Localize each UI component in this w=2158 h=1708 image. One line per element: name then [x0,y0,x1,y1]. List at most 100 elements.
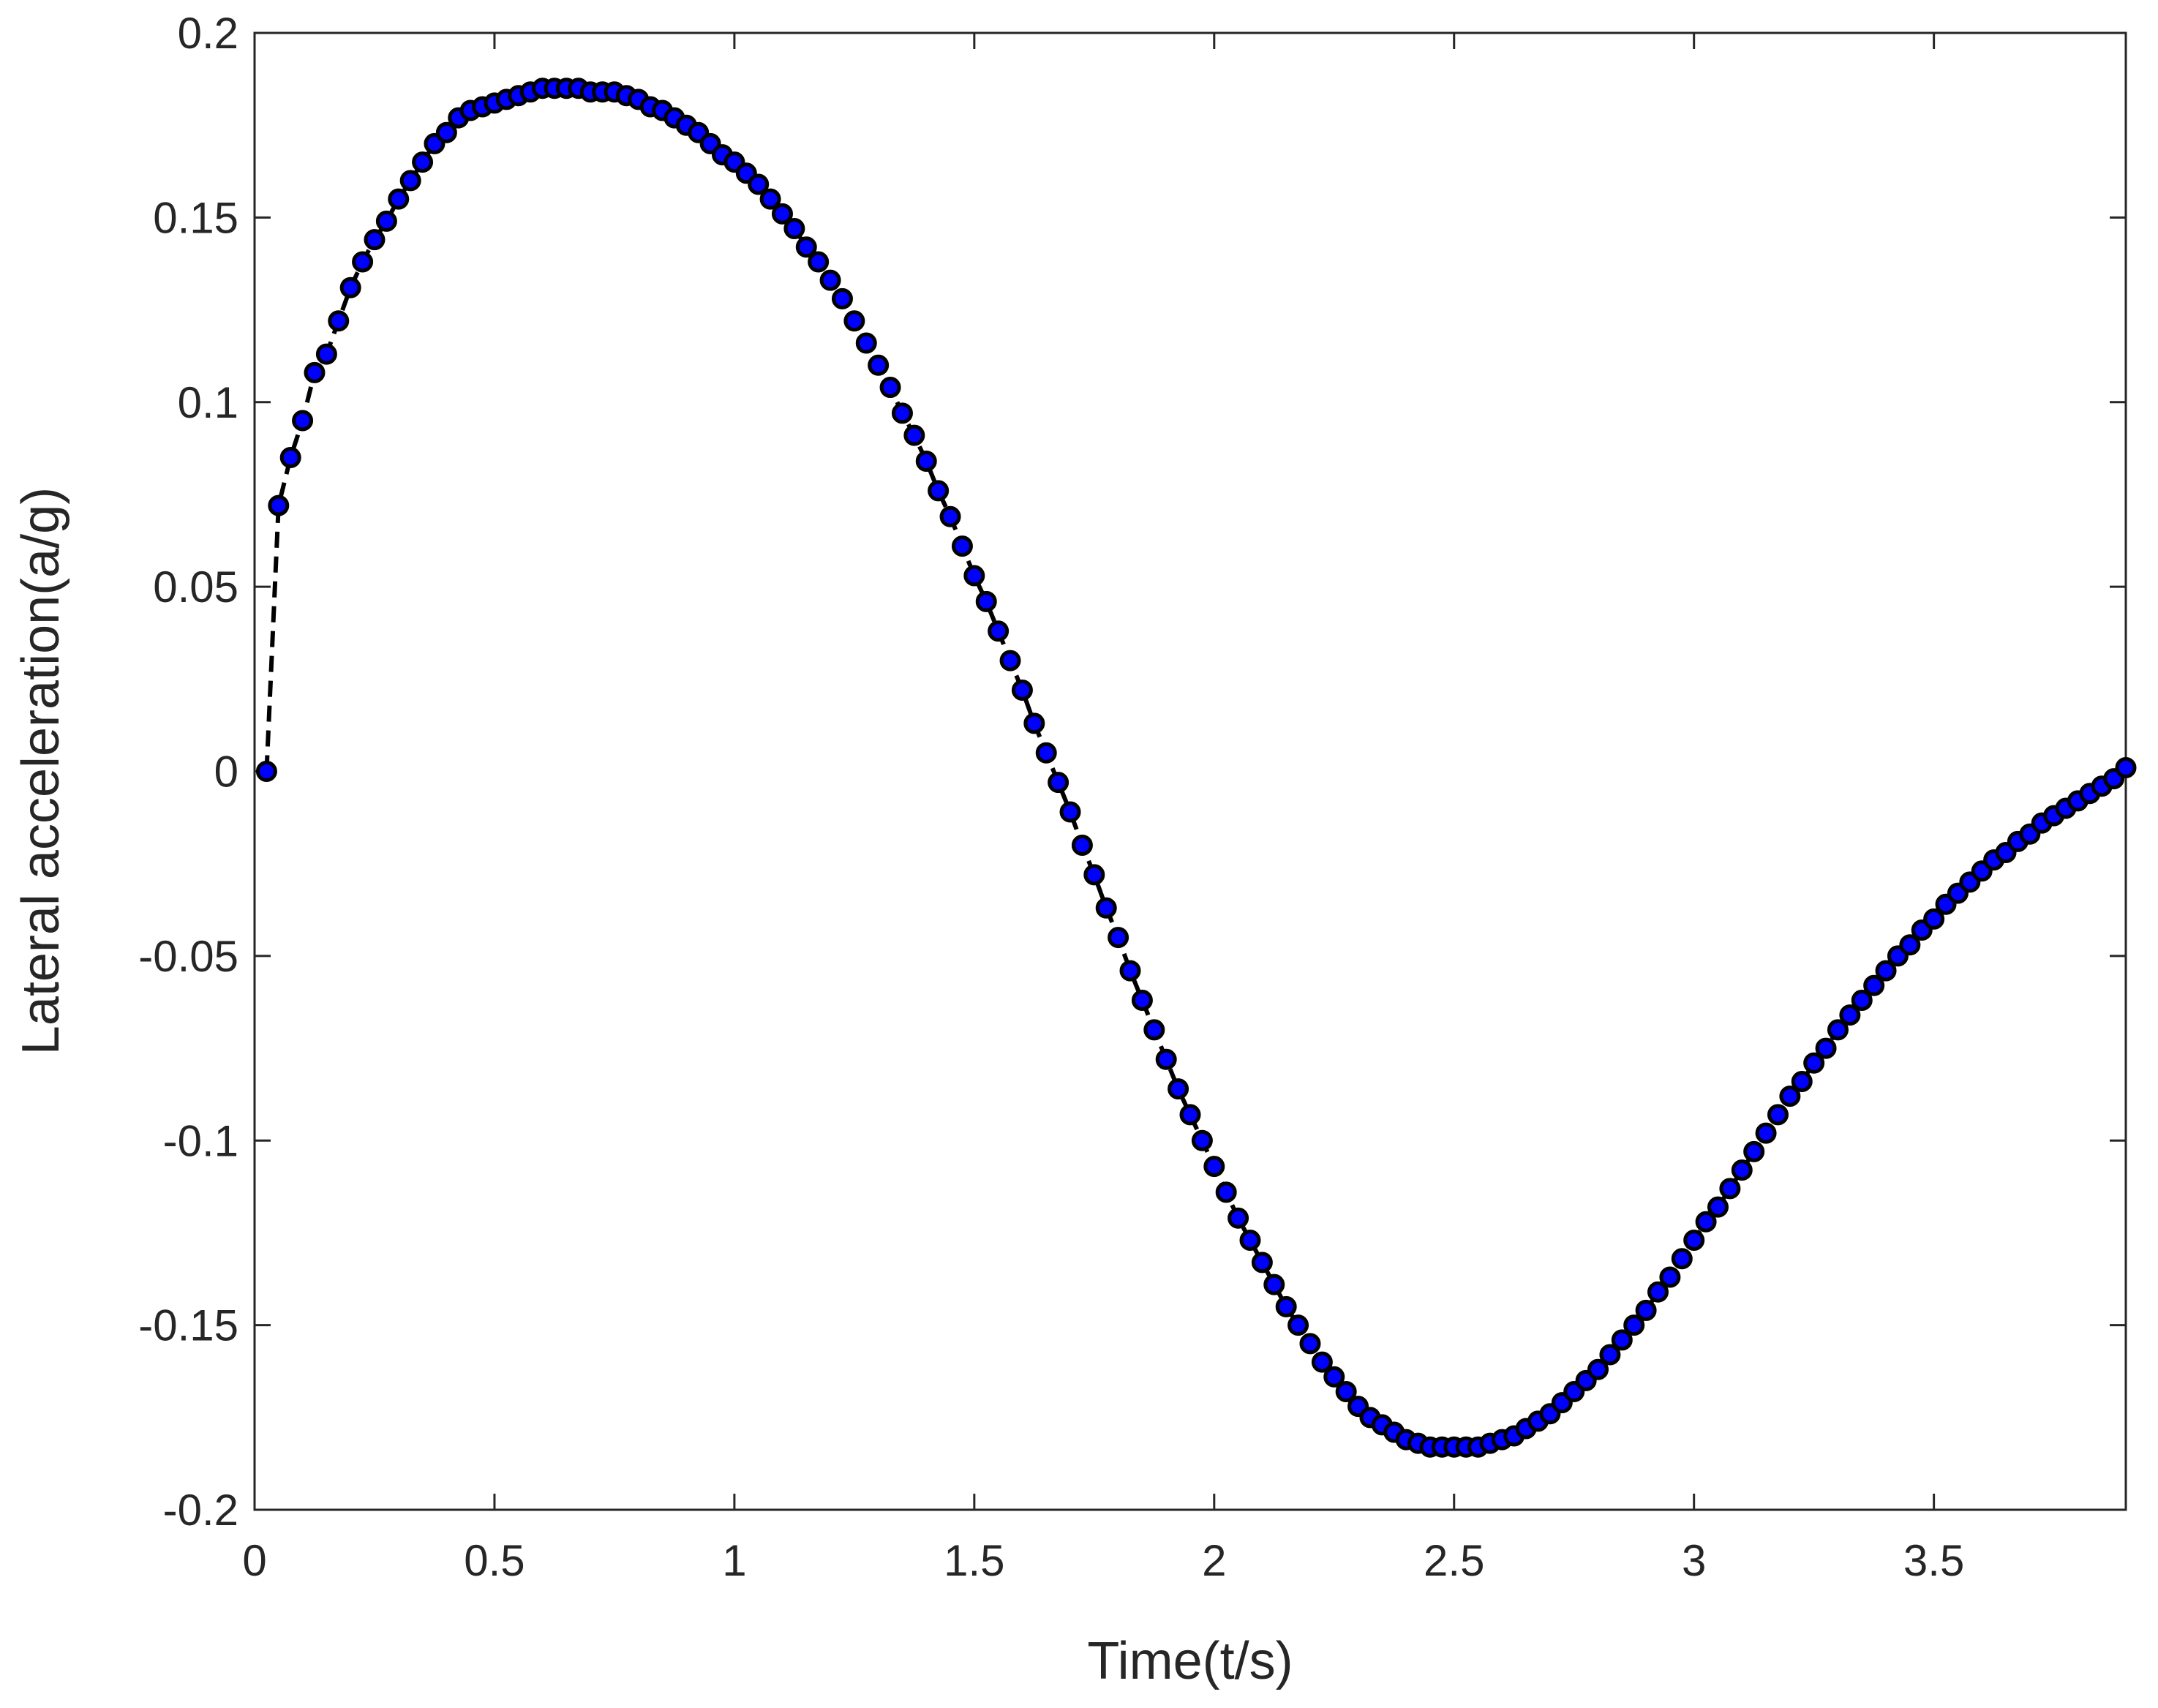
data-marker [808,251,830,273]
data-marker [1035,742,1057,764]
data-marker [304,361,326,383]
data-marker [975,590,997,612]
y-tick-label: -0.15 [138,1301,238,1350]
x-tick-label: 1.5 [944,1536,1004,1585]
data-marker [1168,1078,1189,1100]
data-marker [1083,864,1105,886]
y-tick-label: -0.05 [138,932,238,981]
x-tick-label: 2.5 [1424,1536,1484,1585]
data-marker [1635,1299,1657,1321]
data-marker [1659,1266,1681,1288]
data-marker [339,276,361,298]
data-marker [1263,1274,1285,1295]
data-marker [1323,1366,1345,1388]
data-marker [1695,1211,1717,1233]
data-marker [1791,1070,1813,1092]
data-marker [1803,1052,1825,1074]
data-marker [399,170,421,192]
data-marker [748,173,770,195]
y-tick-label: -0.2 [163,1486,238,1535]
data-marker [1059,801,1081,823]
data-marker [1215,1181,1237,1203]
data-marker [783,218,805,240]
data-marker [1179,1104,1201,1126]
data-marker [1779,1086,1801,1107]
x-tick-label: 3 [1682,1536,1706,1585]
data-marker [771,203,793,225]
data-marker [819,269,841,291]
data-marker [855,332,877,354]
y-tick-label: 0.2 [178,9,238,58]
data-marker [1048,772,1069,794]
data-marker [1143,1019,1165,1041]
data-marker [1239,1230,1261,1252]
data-marker [1108,927,1129,949]
data-marker [1923,908,1945,930]
data-marker [435,121,457,143]
data-marker [412,151,434,173]
data-marker [268,494,290,516]
data-marker [1743,1140,1765,1162]
y-tick-label: -0.1 [163,1116,238,1165]
x-tick-label: 1 [722,1536,746,1585]
data-marker [1155,1048,1177,1070]
x-tick-label: 3.5 [1903,1536,1964,1585]
data-marker [315,343,337,365]
data-marker [1131,989,1153,1011]
y-axis-label: Lateral acceleration(a/g) [12,487,70,1055]
data-marker [255,761,277,782]
data-marker [879,377,901,399]
data-marker [1683,1230,1705,1252]
x-tick-label: 0.5 [464,1536,525,1585]
y-tick-label: 0.05 [153,563,238,612]
data-marker [1875,960,1897,982]
y-tick-label: 0.15 [153,193,238,242]
data-marker [375,210,397,232]
data-marker [1839,1004,1861,1026]
data-marker [831,287,853,309]
data-marker [364,229,386,251]
data-marker [1815,1037,1837,1059]
data-marker [759,188,781,210]
data-marker [388,188,410,210]
data-marker [2115,756,2137,778]
x-tick-label: 0 [242,1536,266,1585]
data-marker [1851,989,1873,1011]
data-marker [1191,1129,1213,1151]
data-marker [1767,1104,1789,1126]
data-marker [1827,1019,1849,1041]
x-tick-label: 2 [1202,1536,1226,1585]
data-marker [1227,1207,1249,1229]
data-marker [1287,1314,1309,1336]
data-marker [352,251,374,273]
data-marker [1599,1344,1621,1366]
data-marker [1299,1333,1321,1355]
data-marker [1011,679,1033,701]
data-marker [1587,1358,1609,1380]
data-marker [1863,974,1885,996]
data-marker [1275,1295,1297,1317]
data-marker [1671,1248,1693,1270]
data-marker [1731,1159,1753,1181]
data-marker [1611,1329,1633,1351]
data-marker [1095,897,1117,919]
y-tick-label: 0 [214,748,238,797]
data-marker [903,424,925,446]
data-marker [279,446,301,468]
data-marker [1335,1380,1357,1402]
data-marker [795,236,817,258]
data-marker [951,535,973,557]
data-marker [891,402,913,424]
data-marker [843,310,865,332]
data-marker [292,410,314,432]
data-marker [868,354,890,376]
data-marker [999,650,1021,671]
data-marker [1623,1314,1645,1336]
x-axis-label: Time(t/s) [1087,1632,1293,1690]
data-marker [1647,1281,1669,1303]
data-marker [915,451,937,473]
data-marker [1071,834,1093,856]
y-tick-label: 0.1 [178,378,238,427]
data-marker [1707,1196,1729,1218]
